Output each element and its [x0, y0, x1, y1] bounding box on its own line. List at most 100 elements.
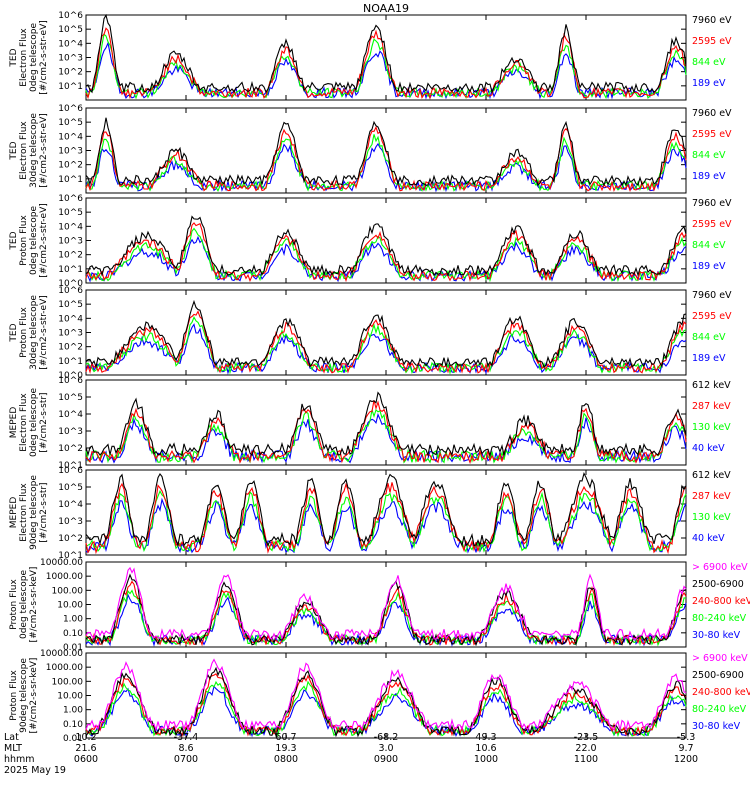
footer-hhmm-value: 0900	[374, 754, 398, 765]
footer-row-label: Lat	[4, 732, 19, 743]
y-tick-label: 10^5	[58, 208, 83, 218]
y-tick-label: 10^1	[58, 461, 83, 471]
y-axis-label-line: 90deg telescope	[29, 475, 39, 550]
footer-mlt-value: 8.6	[178, 743, 193, 754]
footer-hhmm-value: 1000	[474, 754, 498, 765]
y-tick-label: 10000.00	[40, 649, 83, 659]
series-trace	[85, 391, 687, 458]
y-tick-label: 0.10	[63, 720, 83, 730]
legend-entry: 2595 eV	[692, 36, 732, 47]
legend-entry: 189 eV	[692, 78, 726, 89]
footer-lat-value: -23.5	[574, 732, 599, 743]
y-tick-label: 10^1	[58, 357, 83, 367]
y-tick-label: 1000.00	[46, 663, 83, 673]
y-axis-label-line: TED	[9, 48, 19, 67]
footer-hhmm-value: 1100	[574, 754, 598, 765]
series-trace	[85, 658, 687, 732]
y-tick-label: 0.10	[63, 629, 83, 639]
y-axis-label-line: Proton Flux	[9, 579, 19, 630]
footer-row-label: 2025 May 19	[4, 765, 66, 776]
y-axis-label-line: [#/cm2-s-str-eV]	[39, 295, 49, 370]
y-axis-label-line: Electron Flux	[19, 483, 29, 542]
y-tick-label: 10^1	[58, 175, 83, 185]
legend-entry: 130 keV	[692, 512, 731, 523]
y-axis-label-line: Electron Flux	[19, 28, 29, 87]
legend-entry: 40 keV	[692, 443, 725, 454]
y-tick-label: 10^3	[58, 517, 83, 527]
legend-entry: 189 eV	[692, 261, 726, 272]
y-tick-label: 10^4	[58, 222, 83, 232]
y-tick-label: 10^3	[58, 237, 83, 247]
series-trace	[85, 134, 687, 193]
legend-entry: 2595 eV	[692, 219, 732, 230]
chart-panel-5: 10^1 10^2 10^3 10^4 10^5 10^6 MEPED Electron Fl…	[9, 376, 731, 471]
chart-panel-1: 10^1 10^2 10^3 10^4 10^5 10^6 TED Electron Flux…	[9, 11, 732, 101]
y-tick-label: 10^2	[58, 68, 83, 78]
y-axis-label-line: 30deg telescope	[29, 295, 39, 370]
footer-row-label: MLT	[4, 743, 22, 754]
footer-lat-value: -5.3	[677, 732, 696, 743]
y-axis-label-line: Electron Flux	[19, 393, 29, 452]
series-trace	[85, 316, 687, 375]
y-tick-label: 10^5	[58, 483, 83, 493]
y-tick-label: 10^2	[58, 161, 83, 171]
legend-entry: 189 eV	[692, 353, 726, 364]
y-axis-label-line: 0deg telescope	[19, 570, 29, 640]
legend-entry: 2500-6900	[692, 670, 744, 681]
legend-entry: 7960 eV	[692, 15, 732, 26]
y-tick-label: 100.00	[52, 677, 84, 687]
chart-panel-8: 0.01 0.10 1.00 10.00 100.00 1000.00 10000.00 Pr…	[9, 649, 750, 744]
y-tick-label: 10^4	[58, 500, 83, 510]
series-trace	[85, 310, 687, 375]
y-axis-label-line: 90deg telescope	[19, 658, 29, 733]
y-axis-label-line: TED	[9, 323, 19, 342]
y-tick-label: 10.00	[57, 692, 83, 702]
y-tick-label: 10^1	[58, 551, 83, 561]
footer-lat-value: -68.2	[374, 732, 399, 743]
legend-entry: 7960 eV	[692, 198, 732, 209]
series-trace	[85, 323, 687, 375]
y-axis-label-line: [#/cm2-s-str]	[39, 392, 49, 452]
chart-panel-3: 10^0 10^1 10^2 10^3 10^4 10^5 10^6 TED Proton Fl…	[9, 194, 732, 289]
y-tick-label: 10^5	[58, 393, 83, 403]
y-tick-label: 10^4	[58, 39, 83, 49]
series-trace	[85, 117, 687, 187]
legend-entry: 844 eV	[692, 150, 726, 161]
y-tick-label: 10^0	[58, 371, 83, 381]
series-trace	[85, 673, 687, 738]
plot-title: NOAA19	[363, 2, 409, 15]
series-trace	[85, 589, 687, 647]
y-tick-label: 10^4	[58, 314, 83, 324]
y-tick-label: 10^3	[58, 54, 83, 64]
chart-panel-2: 10^1 10^2 10^3 10^4 10^5 10^6 TED Electron Flux…	[9, 104, 732, 194]
y-axis-label-line: TED	[9, 231, 19, 250]
y-axis-label-line: 0deg telescope	[29, 23, 39, 93]
y-axis-label-line: [#/cm2-s-str-eV]	[39, 203, 49, 278]
footer-mlt-value: 21.6	[75, 743, 96, 754]
legend-entry: 7960 eV	[692, 108, 732, 119]
y-tick-label: 10^2	[58, 343, 83, 353]
legend-entry: 844 eV	[692, 57, 726, 68]
footer-hhmm-value: 0600	[74, 754, 98, 765]
y-axis-label-line: Proton Flux	[9, 670, 19, 721]
footer-mlt-value: 22.0	[575, 743, 596, 754]
footer-lat-value: 10.2	[75, 732, 96, 743]
legend-entry: > 6900 keV	[692, 562, 748, 573]
y-axis-label-line: [#/cm2-s-str-eV]	[39, 113, 49, 188]
legend-entry: 844 eV	[692, 332, 726, 343]
series-trace	[85, 400, 687, 465]
y-axis-label-line: [#/cm2-s-str]	[39, 482, 49, 542]
legend-entry: 40 keV	[692, 533, 725, 544]
series-trace	[85, 666, 687, 738]
y-axis-label-line: MEPED	[9, 497, 19, 529]
y-tick-label: 10^5	[58, 25, 83, 35]
y-tick-label: 10^6	[58, 286, 83, 296]
legend-entry: 844 eV	[692, 240, 726, 251]
y-tick-label: 10^6	[58, 376, 83, 386]
y-tick-label: 1.00	[63, 706, 83, 716]
y-tick-label: 10^3	[58, 329, 83, 339]
y-axis-label-line: MEPED	[9, 407, 19, 439]
y-tick-label: 10^0	[58, 279, 83, 289]
legend-entry: 130 keV	[692, 422, 731, 433]
